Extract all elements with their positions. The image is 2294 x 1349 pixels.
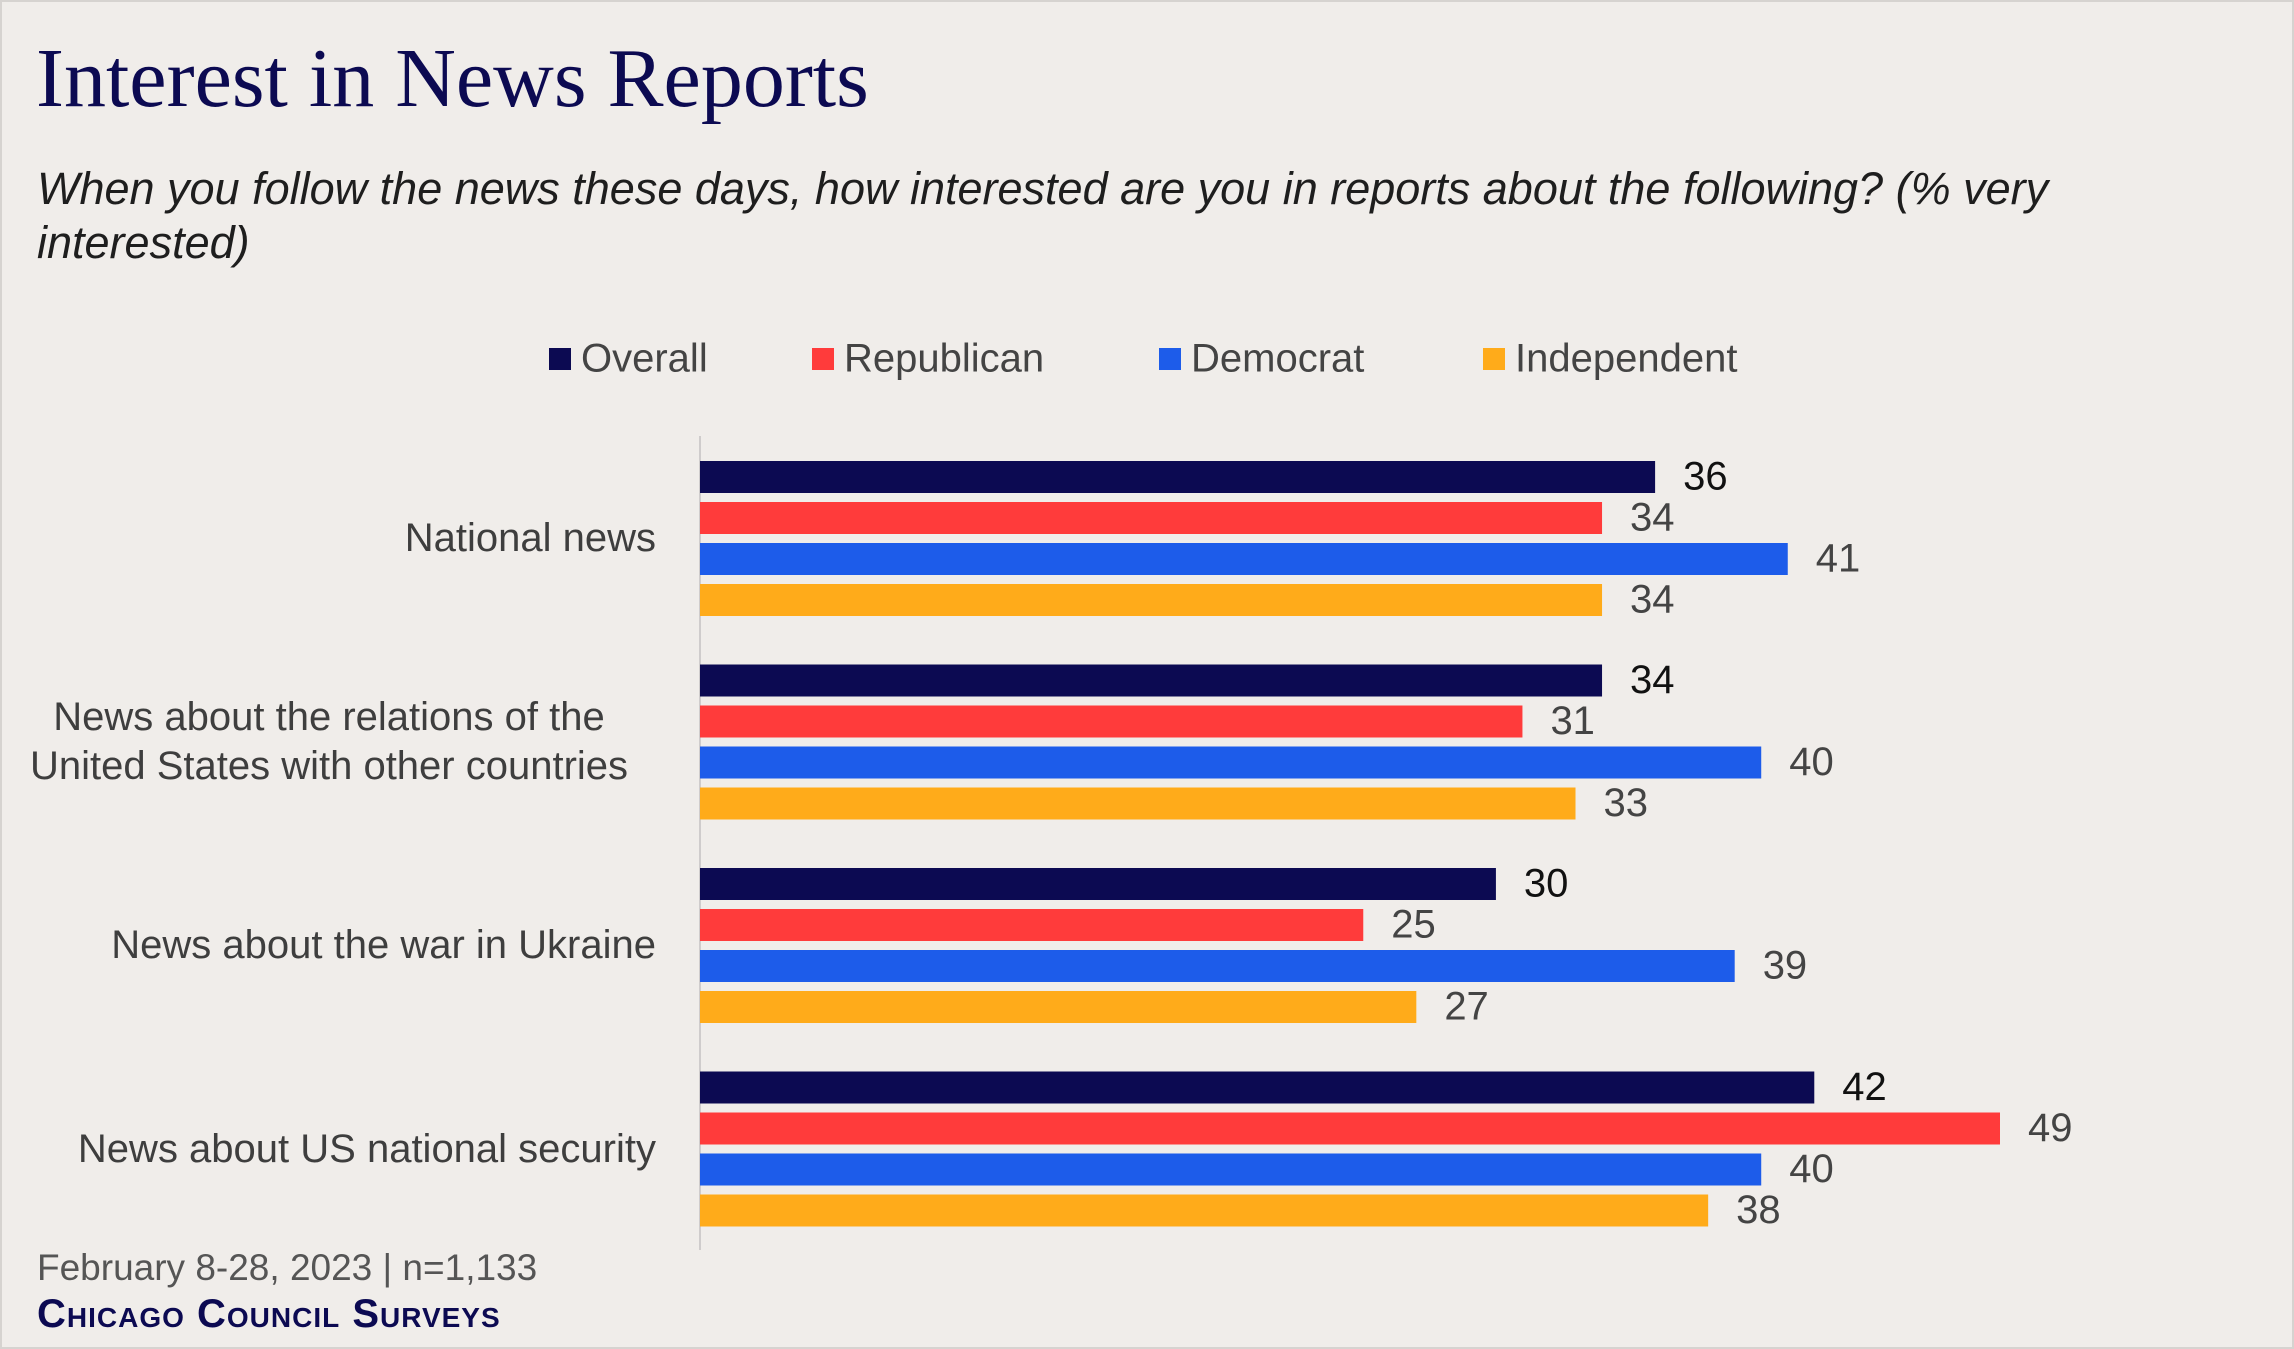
bar: [700, 584, 1603, 616]
legend-label: Republican: [844, 337, 1044, 381]
legend-label: Democrat: [1191, 337, 1364, 381]
bar: [700, 664, 1603, 697]
legend-swatch: [549, 348, 571, 370]
bar: [700, 1112, 2000, 1145]
value-label: 34: [1630, 496, 1675, 540]
bar: [700, 950, 1735, 982]
note: February 8-28, 2023 | n=1,133: [37, 1247, 538, 1288]
bar: [700, 909, 1364, 941]
bar: [700, 787, 1576, 820]
chart-title: Interest in News Reports: [36, 32, 869, 125]
legend-label: Overall: [581, 337, 708, 381]
bar: [700, 1194, 1709, 1227]
value-label: 49: [2028, 1106, 2073, 1150]
legend-swatch: [1483, 348, 1505, 370]
value-label: 41: [1816, 537, 1861, 581]
value-label: 25: [1391, 903, 1436, 947]
bar: [700, 543, 1788, 575]
bar: [700, 1153, 1762, 1186]
category-label-box: National news: [405, 439, 656, 639]
category-label: National news: [404, 516, 656, 560]
value-label: 27: [1444, 985, 1489, 1029]
category-label-box: News about US national security: [78, 1049, 656, 1249]
category-label: News about US national security: [77, 1126, 656, 1171]
value-label: 42: [1842, 1065, 1887, 1109]
legend-swatch: [1159, 348, 1181, 370]
bar: [700, 746, 1762, 779]
chart-subtitle: When you follow the news these days, how…: [37, 163, 2049, 268]
category-label: News about the relations of the United S…: [29, 695, 629, 788]
legend-swatch: [812, 348, 834, 370]
bar: [700, 1071, 1815, 1104]
value-label: 40: [1789, 1147, 1834, 1191]
category-label-box: News about the war in Ukraine: [111, 846, 656, 1046]
value-label: 34: [1630, 658, 1675, 702]
category-label-box: News about the relations of the United S…: [2, 642, 656, 842]
value-label: 31: [1550, 699, 1595, 743]
value-label: 34: [1630, 578, 1675, 622]
value-label: 36: [1683, 455, 1728, 499]
value-label: 39: [1763, 944, 1808, 988]
value-label: 30: [1524, 862, 1569, 906]
source: Chicago Council Surveys: [37, 1292, 501, 1336]
value-label: 33: [1604, 781, 1649, 825]
legend-label: Independent: [1515, 337, 1737, 381]
value-label: 40: [1789, 740, 1834, 784]
bar: [700, 502, 1603, 534]
bar: [700, 461, 1656, 493]
bar: [700, 705, 1523, 738]
bar: [700, 991, 1417, 1023]
bar: [700, 868, 1496, 900]
category-label: News about the war in Ukraine: [111, 923, 656, 967]
value-label: 38: [1736, 1188, 1781, 1232]
